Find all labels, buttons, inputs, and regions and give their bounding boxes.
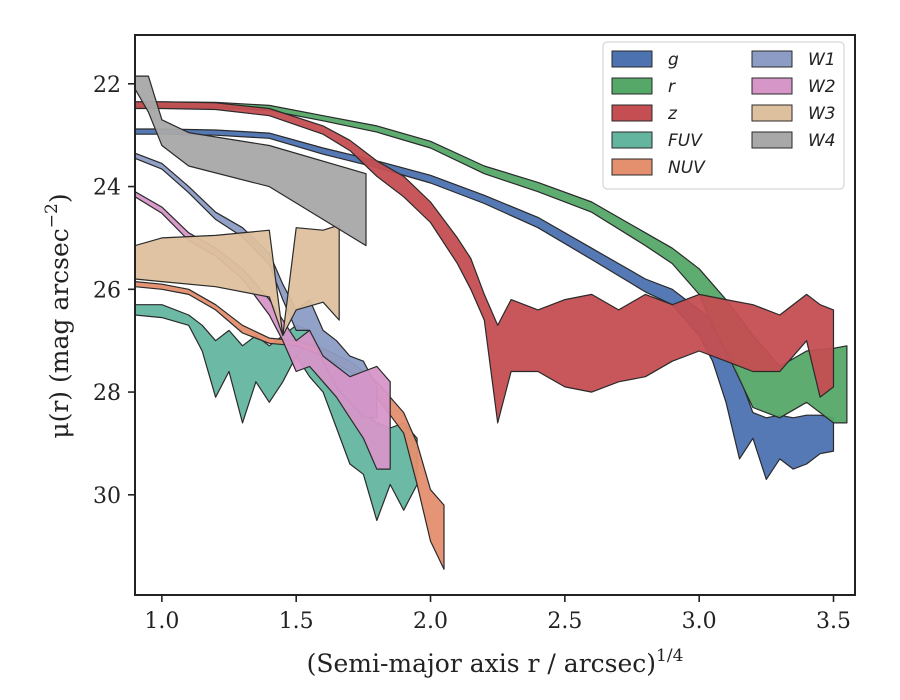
- legend-label-w1: W1: [808, 50, 836, 70]
- legend-swatch-w2: [751, 77, 793, 95]
- legend-label-g: g: [668, 50, 679, 70]
- y-axis-title-superscript: −2: [42, 203, 62, 228]
- plot-frame: [134, 34, 856, 596]
- legend-swatch-z: [611, 104, 653, 122]
- x-tick-label: 2.5: [547, 609, 582, 634]
- y-tick-label: 26: [93, 278, 121, 303]
- series-band-z: [135, 101, 835, 424]
- y-axis-title-close: ): [45, 193, 74, 203]
- series-band-g: [135, 128, 835, 480]
- x-axis-ticks: 1.0 1.5 2.0 2.5 3.0 3.5: [144, 595, 851, 634]
- legend: grz FUV NUV W1 W2 W3 W4: [602, 41, 845, 190]
- x-axis-title-superscript: 1/4: [656, 646, 683, 666]
- x-tick-label: 1.5: [279, 609, 314, 634]
- x-tick-label: 1.0: [144, 609, 179, 634]
- legend-swatch-w3: [751, 104, 793, 122]
- legend-label-r: r: [668, 77, 676, 97]
- legend-swatch-g: [611, 50, 653, 68]
- series-band-nuv: [135, 281, 445, 570]
- legend-swatch-w1: [751, 50, 793, 68]
- legend-label-w2: W2: [808, 77, 836, 97]
- y-tick-label: 22: [93, 73, 121, 98]
- legend-label-nuv: NUV: [668, 158, 706, 178]
- legend-label-w3: W3: [808, 104, 836, 124]
- series-layer: [135, 75, 848, 570]
- legend-label-z: z: [667, 104, 678, 124]
- legend-swatch-w4: [751, 131, 793, 149]
- x-tick-label: 3.0: [682, 609, 717, 634]
- legend-swatch-nuv: [611, 158, 653, 176]
- y-tick-label: 24: [93, 176, 121, 201]
- y-tick-label: 28: [93, 381, 121, 406]
- legend-swatch-r: [611, 77, 653, 95]
- x-axis-title: (Semi-major axis r / arcsec)1/4: [307, 646, 684, 678]
- series-band-w4: [135, 75, 367, 247]
- series-band-r: [135, 101, 848, 424]
- y-axis-ticks: 22 24 26 28 30: [93, 73, 135, 509]
- y-axis-title: μ(r) (mag arcsec−2): [42, 193, 74, 438]
- x-tick-label: 2.0: [413, 609, 448, 634]
- legend-label-fuv: FUV: [668, 131, 703, 151]
- y-tick-label: 30: [93, 484, 121, 509]
- legend-swatch-fuv: [611, 131, 653, 149]
- x-tick-label: 3.5: [816, 609, 851, 634]
- series-band-w3: [135, 224, 340, 337]
- legend-label-w4: W4: [808, 131, 836, 151]
